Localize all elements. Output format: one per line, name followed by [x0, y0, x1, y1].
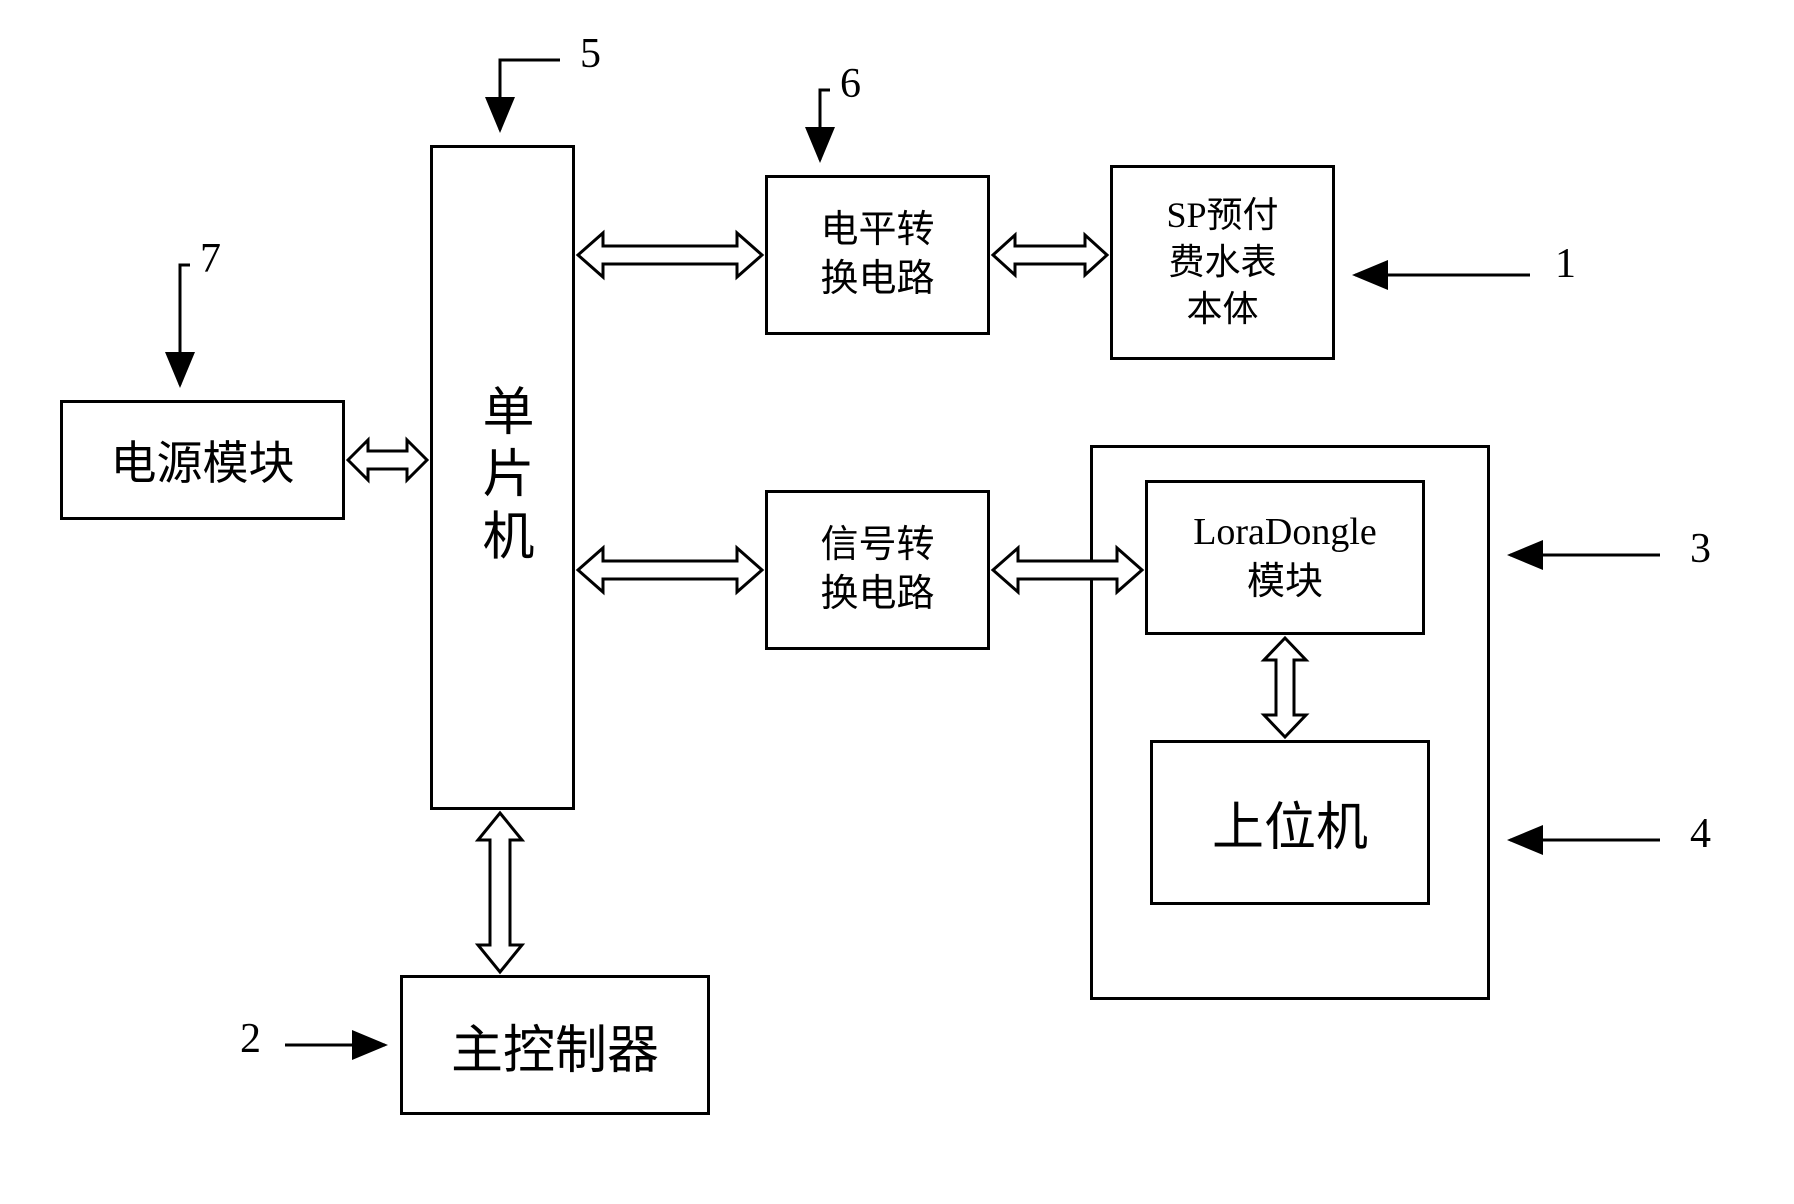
sp-meter-box: SP预付 费水表 本体: [1110, 165, 1335, 360]
pointer-5-line: [500, 60, 560, 130]
power-module-label: 电源模块: [111, 427, 295, 493]
sp-meter-label: SP预付 费水表 本体: [1166, 192, 1278, 332]
arrow-power-mcu: [348, 440, 427, 480]
pointer-4-label: 4: [1690, 810, 1711, 858]
pointer-3-label: 3: [1690, 525, 1711, 573]
arrow-level-sp: [993, 235, 1107, 275]
mcu-label: 单片机: [465, 384, 540, 571]
pointer-1-label: 1: [1555, 240, 1576, 288]
arrow-mcu-signal: [578, 548, 762, 592]
level-converter-box: 电平转 换电路: [765, 175, 990, 335]
level-converter-label: 电平转 换电路: [820, 206, 934, 305]
diagram-canvas: 电源模块 单片机 电平转 换电路 SP预付 费水表 本体 信号转 换电路 Lor…: [0, 0, 1794, 1204]
pointer-5-label: 5: [580, 30, 601, 78]
pointer-7-label: 7: [200, 235, 221, 283]
mcu-box: 单片机: [430, 145, 575, 810]
lora-dongle-label: LoraDongle 模块: [1193, 508, 1377, 607]
pointer-7-line: [180, 265, 190, 385]
power-module-box: 电源模块: [60, 400, 345, 520]
host-pc-box: 上位机: [1150, 740, 1430, 905]
signal-converter-label: 信号转 换电路: [820, 521, 934, 620]
signal-converter-box: 信号转 换电路: [765, 490, 990, 650]
main-controller-label: 主控制器: [451, 1008, 659, 1083]
arrow-mcu-level: [578, 233, 762, 277]
host-pc-label: 上位机: [1212, 785, 1368, 860]
pointer-6-label: 6: [840, 60, 861, 108]
pointer-6-line: [820, 90, 830, 160]
pointer-2-label: 2: [240, 1015, 261, 1063]
lora-dongle-box: LoraDongle 模块: [1145, 480, 1425, 635]
main-controller-box: 主控制器: [400, 975, 710, 1115]
arrow-main-mcu: [478, 813, 522, 972]
